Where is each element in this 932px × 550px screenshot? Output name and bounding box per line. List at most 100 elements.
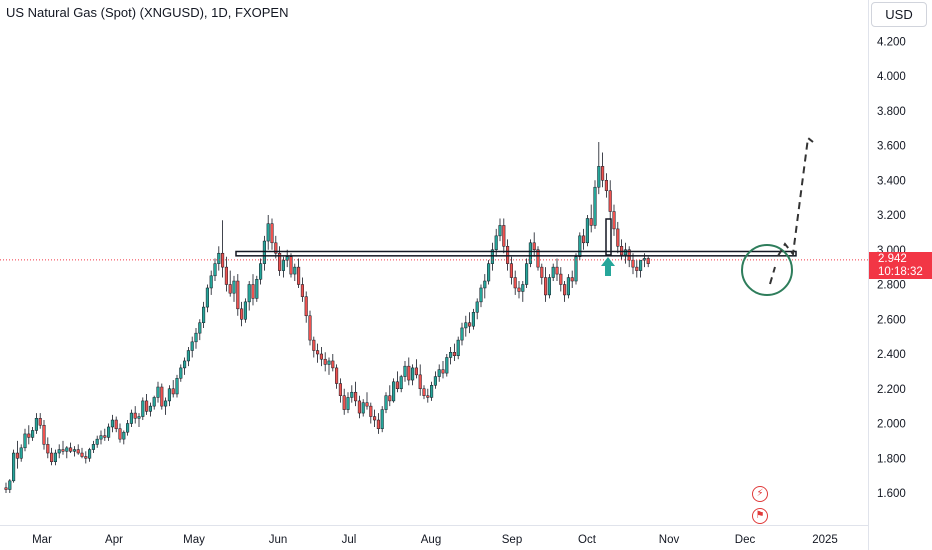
candle: [407, 357, 411, 386]
candle-body: [160, 386, 164, 407]
candle: [274, 235, 278, 259]
candle: [221, 220, 225, 278]
candle-body: [118, 428, 122, 440]
candle-body: [635, 266, 639, 271]
candle-body: [642, 258, 646, 261]
x-tick-label: Oct: [578, 534, 597, 546]
candle-body: [281, 259, 285, 271]
candle: [566, 274, 570, 299]
candle: [99, 430, 103, 445]
candle-body: [23, 433, 27, 449]
candle: [464, 315, 468, 337]
x-tick-label: Nov: [659, 534, 680, 546]
y-tick-label: 1.600: [877, 488, 906, 500]
candle-body: [156, 386, 160, 398]
candle: [259, 258, 263, 285]
candle-body: [456, 339, 460, 356]
candle: [411, 364, 415, 386]
candle: [12, 449, 16, 483]
candle-body: [247, 284, 251, 303]
y-tick-label: 3.400: [877, 175, 906, 187]
candle-body: [502, 225, 506, 247]
candle-body: [255, 279, 259, 299]
candle: [171, 380, 175, 398]
candle-body: [4, 487, 8, 490]
candle: [388, 385, 392, 407]
candle-body: [487, 263, 491, 282]
candle: [498, 218, 502, 242]
lightning-event-icon[interactable]: ⚡: [752, 486, 768, 502]
candle: [243, 298, 247, 323]
candle: [399, 374, 403, 393]
candle: [544, 267, 548, 302]
candle-body: [555, 266, 559, 275]
candle-body: [342, 395, 346, 410]
candle-body: [213, 263, 217, 277]
candle-body: [175, 378, 179, 395]
candle-body: [209, 275, 213, 289]
candle-body: [183, 360, 187, 369]
candle-body: [236, 280, 240, 310]
candle-body: [475, 301, 479, 313]
candle-body: [76, 449, 80, 454]
candle-body: [365, 402, 369, 407]
candle-body: [129, 412, 133, 424]
candle: [69, 442, 73, 454]
x-tick-label: Mar: [32, 534, 52, 546]
last-price-tag: 2.942 10:18:32: [869, 252, 932, 279]
x-tick-label: Jun: [269, 534, 288, 546]
currency-button[interactable]: USD: [871, 2, 927, 27]
candle-body: [490, 249, 494, 264]
candle-body: [194, 332, 198, 343]
candle: [373, 409, 377, 427]
candle-body: [274, 242, 278, 254]
candle-body: [335, 367, 339, 384]
candle: [289, 253, 293, 278]
candle-body: [95, 438, 99, 445]
candle-body: [471, 312, 475, 327]
candle-body: [171, 388, 175, 395]
flag-event-icon[interactable]: ⚑: [752, 508, 768, 524]
candle-body: [589, 218, 593, 226]
candle: [183, 357, 187, 375]
candle: [540, 263, 544, 285]
candle: [15, 440, 19, 469]
candle: [616, 221, 620, 254]
candle-body: [285, 256, 289, 261]
candle: [593, 180, 597, 229]
candle: [240, 301, 244, 327]
candle-body: [574, 256, 578, 282]
candle-body: [418, 374, 422, 390]
candle: [148, 402, 152, 417]
candle-body: [110, 419, 114, 428]
candle: [95, 435, 99, 448]
candle-body: [414, 367, 418, 376]
candle: [608, 180, 612, 219]
candle: [247, 281, 251, 311]
candle: [228, 270, 232, 297]
candle: [46, 437, 50, 459]
candle-body: [205, 287, 209, 308]
candle: [414, 359, 418, 379]
candle: [232, 275, 236, 302]
candle-body: [384, 395, 388, 410]
candle-body: [46, 444, 50, 454]
candle-body: [468, 322, 472, 327]
candle-body: [103, 435, 107, 438]
candle: [270, 218, 274, 250]
candle: [285, 249, 289, 268]
candle-body: [354, 391, 358, 402]
candle: [468, 312, 472, 334]
candle-body: [232, 280, 236, 294]
candle: [490, 242, 494, 271]
candle-body: [597, 166, 601, 188]
candle: [430, 381, 434, 401]
candle: [209, 270, 213, 295]
candle: [205, 284, 209, 313]
candle: [84, 451, 88, 464]
candle-body: [509, 263, 513, 278]
candle-body: [483, 280, 487, 289]
candle-body: [57, 449, 61, 454]
candle-body: [350, 391, 354, 398]
